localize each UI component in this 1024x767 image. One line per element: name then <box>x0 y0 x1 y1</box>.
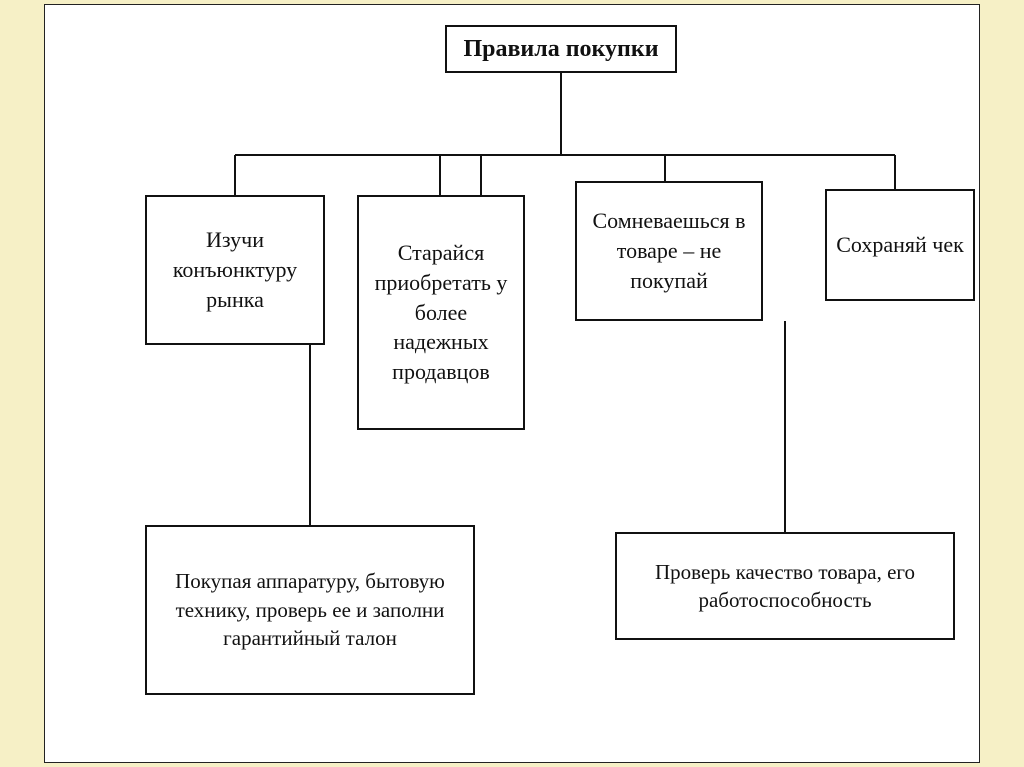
child-node-receipt: Сохраняй чек <box>825 189 975 301</box>
child-node-quality: Проверь качество товара, его работоспосо… <box>615 532 955 640</box>
diagram-panel: Правила покупки Изучи конъюнктуру рынка … <box>44 4 980 763</box>
child-node-reliable: Старайся приобретать у более надежных пр… <box>357 195 525 430</box>
diagram-canvas: Правила покупки Изучи конъюнктуру рынка … <box>0 0 1024 767</box>
root-node: Правила покупки <box>445 25 677 73</box>
child-node-doubt: Сомневаешься в товаре – не покупай <box>575 181 763 321</box>
child-node-study: Изучи конъюнктуру рынка <box>145 195 325 345</box>
child-node-warranty: Покупая аппаратуру, бытовую технику, про… <box>145 525 475 695</box>
